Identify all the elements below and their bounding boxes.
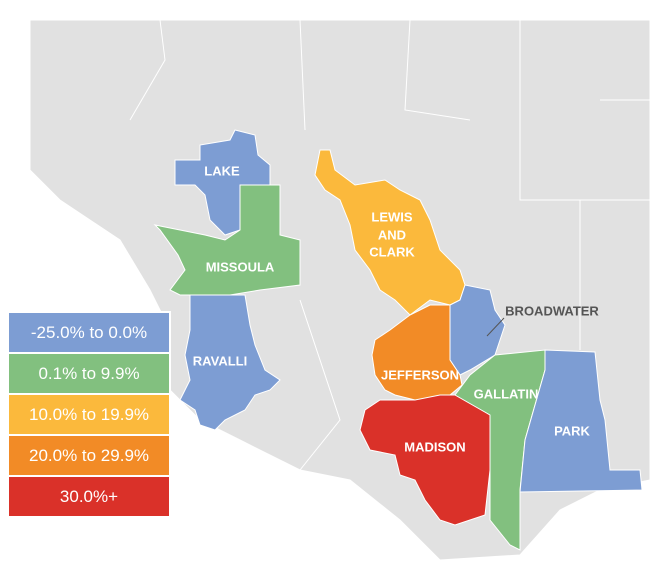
legend-label: 0.1% to 9.9% (38, 364, 139, 383)
legend-label: -25.0% to 0.0% (31, 323, 147, 342)
legend-swatch (7, 393, 171, 436)
county (519, 349, 643, 493)
county (153, 184, 301, 296)
county-label: LEWIS (371, 209, 412, 224)
county-label: AND (378, 227, 406, 242)
county-label: MISSOULA (206, 259, 275, 274)
legend-label: 30.0%+ (60, 487, 118, 506)
county-label: LAKE (204, 163, 240, 178)
county-label: BROADWATER (505, 303, 599, 318)
county-label: GALLATIN (474, 386, 539, 401)
county-label: PARK (554, 423, 590, 438)
county (179, 294, 281, 431)
legend-label: 10.0% to 19.9% (29, 405, 149, 424)
county-label: RAVALLI (193, 353, 247, 368)
county-borders (129, 19, 650, 471)
county-label: MADISON (404, 439, 465, 454)
county-label: CLARK (369, 244, 415, 259)
leader-line (486, 317, 505, 337)
legend-label: 20.0% to 29.9% (29, 446, 149, 465)
legend-swatch (7, 475, 171, 518)
county-label: JEFFERSON (381, 367, 459, 382)
legend-swatch (7, 434, 171, 477)
legend: -25.0% to 0.0% 0.1% to 9.9% 10.0% to 19.9%… (7, 311, 171, 518)
county (449, 284, 506, 376)
legend-swatch (7, 352, 171, 395)
